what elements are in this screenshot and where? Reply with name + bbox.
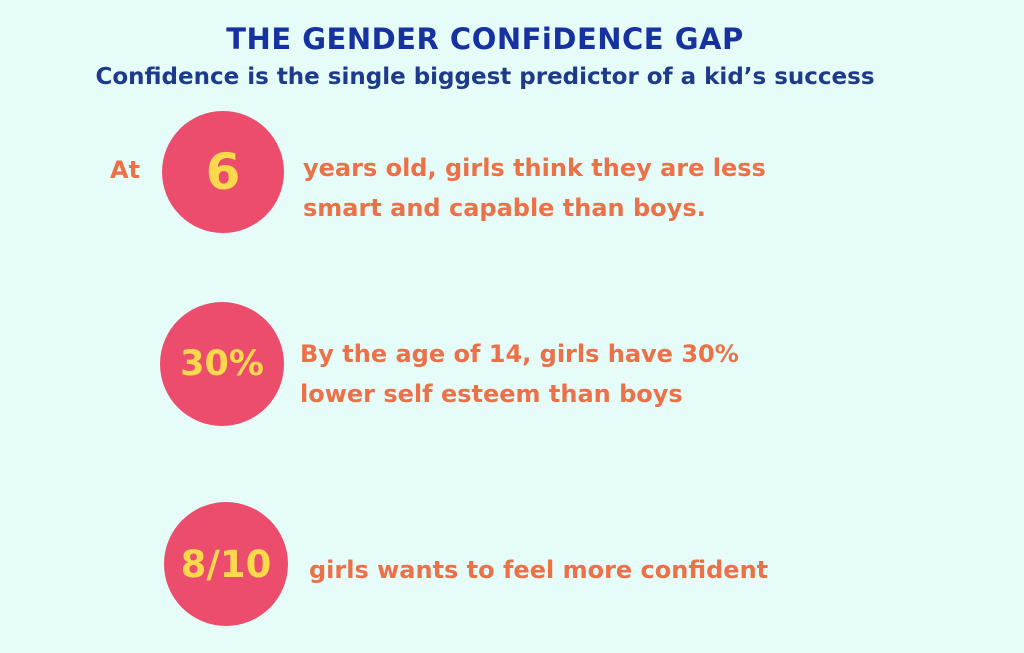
stat-2-line-1: By the age of 14, girls have 30% (300, 340, 739, 368)
stat-3-circle: 8/10 (164, 502, 288, 626)
page-title: THE GENDER CONFiDENCE GAP (226, 22, 744, 56)
stat-3-text: girls wants to feel more confident (309, 550, 768, 590)
stat-2-circle: 30% (160, 302, 284, 426)
stat-2-figure: 30% (180, 344, 264, 384)
stat-1-prefix: At (110, 156, 141, 184)
stat-2-text: By the age of 14, girls have 30% lower s… (300, 334, 739, 414)
page-subtitle: Confidence is the single biggest predict… (95, 64, 875, 90)
stat-2-line-2: lower self esteem than boys (300, 380, 683, 408)
stat-1-line-1: years old, girls think they are less (303, 154, 766, 182)
stat-1-line-2: smart and capable than boys. (303, 194, 706, 222)
stat-1-figure: 6 (205, 143, 241, 201)
stat-1-text: years old, girls think they are less sma… (303, 148, 766, 228)
stat-3-line-1: girls wants to feel more confident (309, 556, 769, 584)
stat-1-circle: 6 (162, 111, 284, 233)
stat-3-figure: 8/10 (180, 542, 272, 586)
